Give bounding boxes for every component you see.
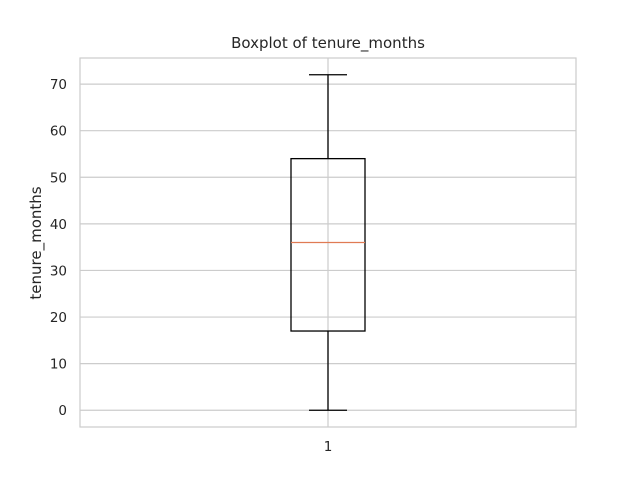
y-tick-label: 20 [50, 310, 67, 326]
y-tick-labels: 0 10 20 30 40 50 60 70 [50, 77, 67, 419]
y-axis-label: tenure_months [27, 186, 46, 299]
y-tick-label: 10 [50, 357, 67, 373]
iqr-box [290, 157, 366, 332]
y-tick-label: 50 [50, 170, 67, 186]
y-tick-label: 40 [50, 217, 67, 233]
y-tick-label: 0 [58, 403, 67, 419]
plot-frame [79, 57, 577, 428]
chart-title: Boxplot of tenure_months [231, 34, 425, 53]
y-tick-label: 70 [50, 77, 67, 93]
y-tick-label: 60 [50, 124, 67, 140]
x-tick-label: 1 [324, 439, 333, 455]
y-tick-label: 30 [50, 263, 67, 279]
boxplot-series [290, 74, 366, 411]
x-tick-labels: 1 [324, 439, 333, 455]
